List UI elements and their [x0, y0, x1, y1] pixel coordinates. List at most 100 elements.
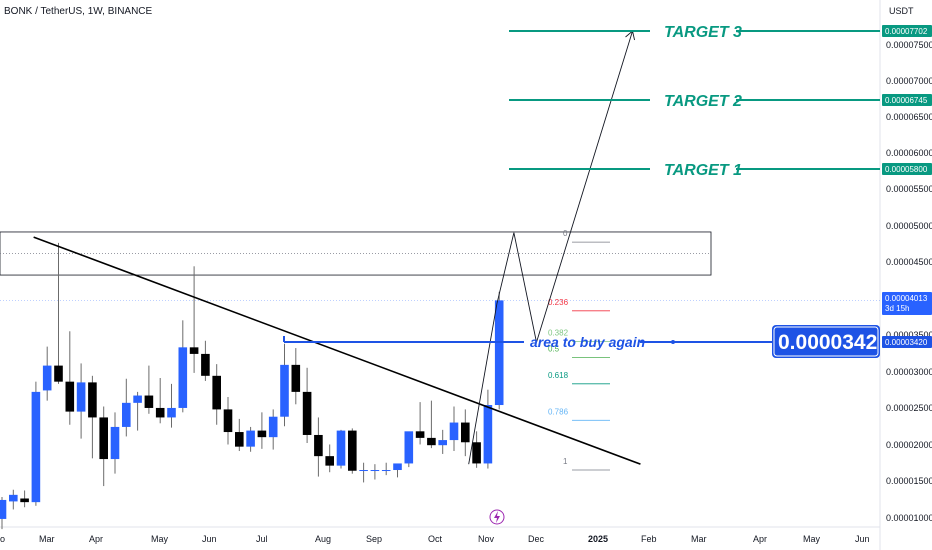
target-3: TARGET 3: [509, 24, 880, 41]
price-tick: 0.00005500: [886, 184, 932, 194]
target-3-label: TARGET 3: [664, 24, 742, 41]
candle-body: [359, 470, 368, 472]
candle-body: [415, 431, 425, 438]
buy-zone-label: area to buy again: [530, 334, 645, 350]
candle-body: [438, 440, 447, 446]
time-tick: Mar: [691, 534, 707, 544]
candle-body: [302, 391, 312, 435]
fib-levels: 0 0.236 0.382 0.5 0.618 0.786 1: [548, 229, 610, 471]
time-tick: Sep: [366, 534, 382, 544]
price-tick: 0.00003000: [886, 367, 932, 377]
candle-body: [178, 347, 188, 408]
price-tag-current: 0.00004013 3d 15h: [882, 292, 932, 315]
candle-body: [223, 409, 233, 433]
candle-body: [268, 416, 278, 438]
candle-body: [483, 405, 493, 464]
candle-body: [449, 422, 459, 441]
target-1-label: TARGET 1: [664, 162, 742, 179]
candle-body: [54, 365, 63, 382]
price-tag-countdown: 3d 15h: [885, 304, 909, 313]
buy-zone-handle[interactable]: [671, 340, 675, 344]
candle-body: [494, 300, 504, 406]
time-tick: Nov: [478, 534, 495, 544]
candle-body: [461, 422, 470, 443]
time-tick: Dec: [528, 534, 545, 544]
target-2-label: TARGET 2: [664, 93, 742, 110]
resistance-zone: [0, 231, 712, 276]
candle-body: [212, 375, 221, 410]
time-tick: Aug: [315, 534, 331, 544]
price-tick: 0.00006500: [886, 112, 932, 122]
price-tick: 0.00002000: [886, 440, 932, 450]
time-tick: o: [0, 534, 5, 544]
candle-body: [472, 442, 481, 464]
fib-level-label: 0.382: [548, 328, 569, 337]
candle-body: [155, 407, 165, 418]
candle-body: [314, 434, 323, 457]
candle-body: [42, 365, 52, 391]
fib-level-label: 0.236: [548, 298, 569, 307]
candle-body: [235, 432, 244, 447]
time-tick: May: [803, 534, 821, 544]
price-tag-target3-value: 0.00007702: [885, 27, 928, 36]
price-tick: 0.00004500: [886, 257, 932, 267]
candle-body: [427, 437, 436, 446]
price-axis-panel[interactable]: [880, 0, 932, 550]
time-tick: Oct: [428, 534, 443, 544]
target-2: TARGET 2: [509, 93, 880, 110]
price-tick: 0.00007000: [886, 76, 932, 86]
fib-level-label: 0.5: [548, 345, 560, 354]
candle-body: [9, 494, 18, 502]
candle-body: [0, 499, 7, 519]
candle-body: [393, 463, 402, 471]
price-tag-target2: 0.00006745: [882, 94, 932, 106]
time-tick: Jun: [202, 534, 217, 544]
candle-body: [20, 498, 29, 503]
price-tick: 0.00001000: [886, 513, 932, 523]
symbol-title: BONK / TetherUS, 1W, BINANCE: [4, 6, 153, 17]
time-tick: Apr: [753, 534, 767, 544]
fib-level-label: 0.618: [548, 371, 569, 380]
candle-body: [88, 382, 97, 418]
projection-path: [468, 30, 633, 465]
candle-body: [404, 431, 414, 464]
candle-body: [348, 430, 357, 471]
time-tick: Mar: [39, 534, 55, 544]
time-tick: Jun: [855, 534, 870, 544]
candle-body: [76, 382, 86, 412]
price-tag-current-value: 0.00004013: [885, 294, 928, 303]
candle-body: [291, 364, 301, 392]
lightning-icon[interactable]: [489, 509, 505, 525]
fib-level-label: 0: [563, 229, 568, 238]
price-axis-ticks: 0.00007500 0.00007000 0.00006500 0.00006…: [886, 40, 932, 523]
buy-price-box: [772, 325, 880, 358]
candle-body: [31, 391, 41, 503]
price-tick: 0.00003500: [886, 330, 932, 340]
fib-level-label: 0.786: [548, 407, 569, 416]
candle-body: [144, 395, 154, 408]
price-tag-target3: 0.00007702: [882, 25, 932, 37]
candle-body: [381, 470, 391, 472]
price-tag-buy: 0.00003420: [882, 336, 932, 348]
candle-body: [110, 426, 120, 460]
candle-body: [189, 347, 199, 354]
candle-body: [370, 470, 380, 472]
price-tick: 0.00006000: [886, 148, 932, 158]
candle-body: [336, 430, 346, 466]
time-axis-ticks: o Mar Apr May Jun Jul Aug Sep Oct Nov De…: [0, 534, 870, 544]
price-tag-target2-value: 0.00006745: [885, 96, 928, 105]
candle-body: [65, 381, 75, 412]
price-tick: 0.00005000: [886, 221, 932, 231]
candle-body: [257, 430, 267, 438]
buy-zone: area to buy again 0.0000342: [283, 325, 880, 358]
candle-body: [167, 407, 176, 418]
price-tick: 0.00002500: [886, 403, 932, 413]
candle-body: [280, 364, 289, 417]
time-tick: Feb: [641, 534, 657, 544]
candle-body: [122, 402, 131, 427]
price-tick: 0.00007500: [886, 40, 932, 50]
drawing-lines: [33, 30, 641, 465]
time-tick: May: [151, 534, 169, 544]
